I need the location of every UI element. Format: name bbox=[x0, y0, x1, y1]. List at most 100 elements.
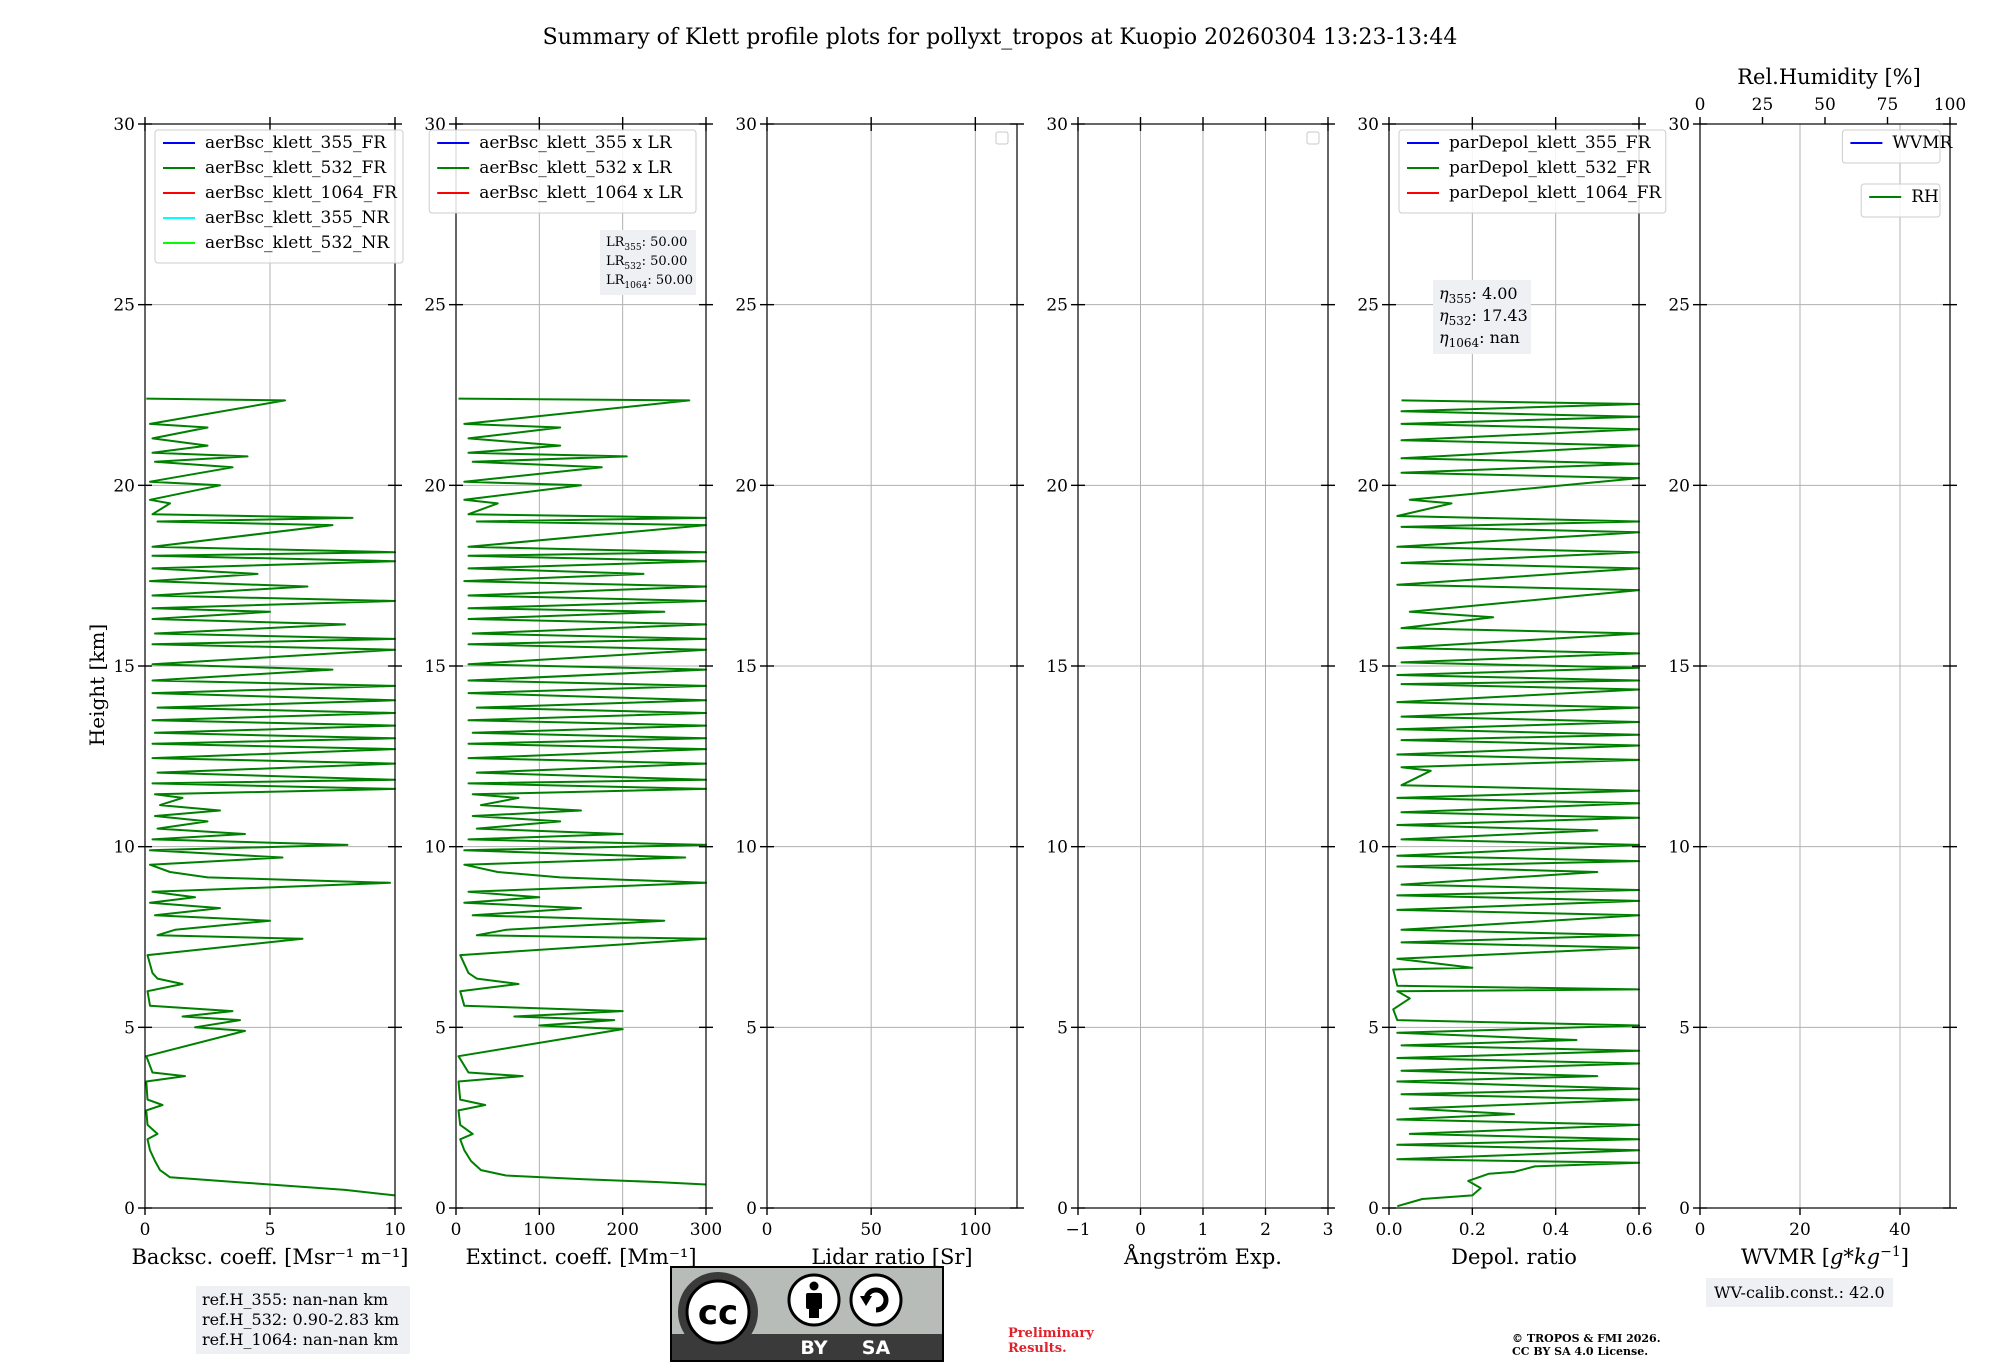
y-tick-label: 15 bbox=[424, 657, 446, 677]
annotation-subscript: 532 bbox=[1449, 314, 1472, 328]
legend-frame bbox=[154, 129, 404, 264]
legend-frame bbox=[428, 129, 697, 214]
y-tick-label: 20 bbox=[424, 476, 446, 496]
x-axis-label: Lidar ratio [Sr] bbox=[811, 1245, 972, 1269]
x-tick-label: 0.6 bbox=[1625, 1220, 1652, 1240]
x-axis-label: Ångström Exp. bbox=[1123, 1244, 1282, 1269]
annotation-line: η355: 4.00 bbox=[1439, 284, 1518, 306]
empty-legend-box bbox=[1306, 131, 1320, 145]
x-axis-label: Depol. ratio bbox=[1451, 1245, 1577, 1269]
legend-label: WVMR bbox=[1892, 133, 1953, 153]
series-line bbox=[457, 397, 707, 1186]
x-tick-label: −1 bbox=[1065, 1220, 1090, 1240]
y-tick-label: 0 bbox=[1057, 1199, 1068, 1219]
ref-height-355: ref.H_355: nan-nan km bbox=[202, 1290, 389, 1309]
series-line bbox=[1392, 399, 1640, 1208]
annotation-base: η bbox=[1439, 306, 1449, 325]
legend: WVMR bbox=[1841, 129, 1954, 164]
series-line bbox=[145, 397, 396, 1197]
annotation-subscript: 1064 bbox=[1449, 336, 1480, 350]
y-tick-label: 15 bbox=[1046, 657, 1068, 677]
panel-backscatter: 0 5 10 15 20 25 30 0 5 10 Backsc. coeff. [Msr⁻¹ m⁻… bbox=[113, 115, 408, 1269]
y-tick-label: 20 bbox=[735, 476, 757, 496]
y-tick-label: 30 bbox=[1357, 115, 1379, 135]
y-tick-label: 20 bbox=[113, 476, 135, 496]
cc-by-text: BY bbox=[800, 1337, 827, 1359]
legend-label: aerBsc_klett_532_NR bbox=[205, 233, 390, 253]
y-tick-label: 20 bbox=[1357, 476, 1379, 496]
annotation-value: : 50.00 bbox=[642, 235, 688, 250]
legend: aerBsc_klett_355 x LR aerBsc_klett_532 x … bbox=[428, 129, 697, 214]
legend-label: aerBsc_klett_355 x LR bbox=[479, 133, 673, 153]
ref-height-532: ref.H_532: 0.90-2.83 km bbox=[202, 1310, 400, 1329]
annotation-frame bbox=[1433, 280, 1531, 354]
annotation-base: η bbox=[1439, 284, 1449, 303]
x-tick-label: 40 bbox=[1889, 1220, 1911, 1240]
y-tick-label: 20 bbox=[1668, 476, 1690, 496]
annotation-subscript: 532 bbox=[624, 262, 641, 272]
copyright-line-2: CC BY SA 4.0 License. bbox=[1512, 1345, 1649, 1358]
annotation-line: η1064: nan bbox=[1439, 328, 1520, 350]
y-tick-label: 5 bbox=[1679, 1018, 1690, 1038]
legend-label: parDepol_klett_355_FR bbox=[1449, 133, 1652, 153]
x-tick-label: 0.0 bbox=[1375, 1220, 1402, 1240]
annotation-subscript: 1064 bbox=[624, 281, 647, 291]
x-axis-label-part: WVMR [ bbox=[1741, 1245, 1830, 1269]
x-tick-label: 5 bbox=[265, 1220, 276, 1240]
y-tick-label: 10 bbox=[1357, 838, 1379, 858]
legend-label: aerBsc_klett_355_FR bbox=[205, 133, 387, 153]
legend-label: aerBsc_klett_355_NR bbox=[205, 208, 390, 228]
figure-title: Summary of Klett profile plots for polly… bbox=[543, 25, 1458, 50]
top-x-tick-label: 75 bbox=[1877, 95, 1899, 115]
preliminary-line-1: Preliminary bbox=[1008, 1326, 1094, 1341]
x-tick-label: 1 bbox=[1198, 1220, 1209, 1240]
y-tick-label: 15 bbox=[1668, 657, 1690, 677]
x-tick-label: 50 bbox=[860, 1220, 882, 1240]
y-tick-label: 15 bbox=[1357, 657, 1379, 677]
legend: parDepol_klett_355_FR parDepol_klett_532_… bbox=[1398, 129, 1667, 214]
y-tick-label: 25 bbox=[1357, 296, 1379, 316]
annotation-base: η bbox=[1439, 328, 1449, 347]
annotation-frame bbox=[600, 230, 696, 295]
annotation-value: : 17.43 bbox=[1472, 306, 1528, 325]
x-axis-label-part: −1 bbox=[1880, 1244, 1901, 1260]
top-axis-label: Rel.Humidity [%] bbox=[1737, 65, 1921, 89]
y-tick-label: 25 bbox=[424, 296, 446, 316]
y-tick-label: 5 bbox=[124, 1018, 135, 1038]
top-x-tick-label: 50 bbox=[1814, 95, 1836, 115]
share-alike-icon bbox=[849, 1273, 903, 1327]
y-tick-label: 30 bbox=[113, 115, 135, 135]
annotation-line: LR355: 50.00 bbox=[606, 235, 687, 253]
y-tick-label: 15 bbox=[113, 657, 135, 677]
legend: RH bbox=[1860, 183, 1941, 218]
legend-frame bbox=[1398, 129, 1667, 214]
legend-label: aerBsc_klett_1064 x LR bbox=[479, 183, 683, 203]
ref-height-1064: ref.H_1064: nan-nan km bbox=[202, 1330, 399, 1349]
x-axis-label-part: ] bbox=[1901, 1245, 1909, 1269]
y-tick-label: 0 bbox=[1679, 1199, 1690, 1219]
legend-frame bbox=[1860, 183, 1941, 218]
x-tick-label: 0 bbox=[762, 1220, 773, 1240]
legend-label: RH bbox=[1911, 187, 1939, 207]
top-x-tick-label: 0 bbox=[1695, 95, 1706, 115]
reference-height-box: ref.H_355: nan-nan km ref.H_532: 0.90-2.… bbox=[196, 1286, 410, 1354]
y-tick-label: 10 bbox=[113, 838, 135, 858]
legend-label: parDepol_klett_532_FR bbox=[1449, 158, 1652, 178]
x-tick-label: 10 bbox=[384, 1220, 406, 1240]
x-tick-label: 2 bbox=[1260, 1220, 1271, 1240]
y-tick-label: 25 bbox=[113, 296, 135, 316]
y-axis-label: Height [km] bbox=[85, 624, 109, 746]
y-tick-label: 10 bbox=[1668, 838, 1690, 858]
y-tick-label: 0 bbox=[746, 1199, 757, 1219]
cc-sa-text: SA bbox=[862, 1337, 891, 1359]
preliminary-line-2: Results. bbox=[1008, 1341, 1067, 1356]
annotation-line: η532: 17.43 bbox=[1439, 306, 1528, 328]
empty-legend-box bbox=[995, 131, 1009, 145]
x-tick-label: 0 bbox=[1695, 1220, 1706, 1240]
x-tick-label: 100 bbox=[959, 1220, 991, 1240]
